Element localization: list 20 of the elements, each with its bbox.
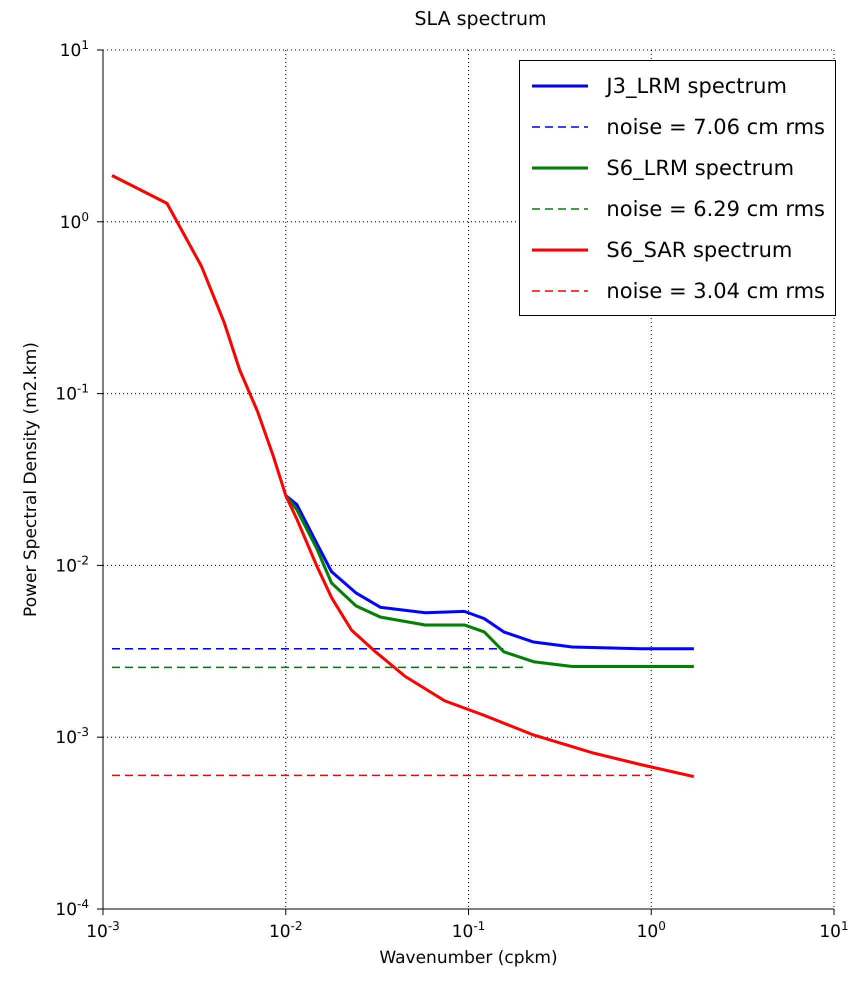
chart-title: SLA spectrum [413,8,548,32]
legend-label: noise = 6.29 cm rms [606,196,825,220]
x-tick-label: 10$^{0}$ [636,919,666,942]
x-tick-label: 10$^{1}$ [819,919,849,942]
x-tick-label: 10$^{-1}$ [452,919,486,942]
y-tick-label: 10$^{-1}$ [55,382,89,405]
y-tick-label: 10$^{1}$ [60,38,89,61]
x-axis-title: Wavenumber (cpkm) [379,948,558,968]
y-tick-label: 10$^{0}$ [60,210,89,233]
legend-label: S6_SAR spectrum [606,238,792,262]
x-tick-label: 10$^{-3}$ [86,919,120,942]
y-tick-label: 10$^{-3}$ [55,725,89,748]
x-tick-label: 10$^{-2}$ [268,919,303,942]
legend-label: noise = 7.06 cm rms [606,114,825,138]
legend-label: S6_LRM spectrum [606,156,794,180]
legend-label: noise = 3.04 cm rms [606,278,825,302]
y-axis-title: Power Spectral Density (m2.km) [21,342,42,617]
legend-label: J3_LRM spectrum [606,74,787,98]
y-tick-label: 10$^{-2}$ [55,553,89,576]
y-tick-label: 10$^{-4}$ [55,897,89,920]
